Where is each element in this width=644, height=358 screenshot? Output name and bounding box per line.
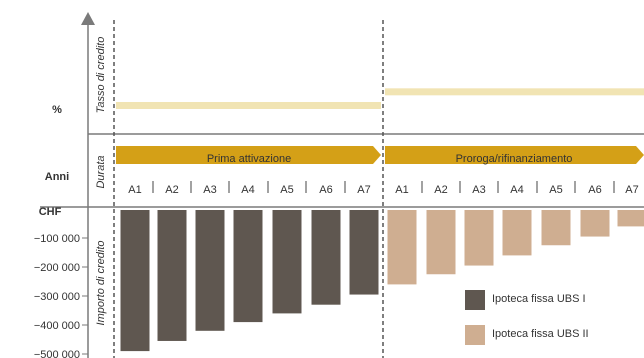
phase-label-second: Proroga/rifinanziamento bbox=[456, 153, 573, 165]
category-label: A2 bbox=[434, 184, 447, 196]
bar-series-2 bbox=[541, 210, 571, 246]
category-label: A4 bbox=[241, 184, 254, 196]
y-axis-arrow bbox=[81, 12, 95, 25]
category-label: A6 bbox=[319, 184, 332, 196]
category-label: A7 bbox=[625, 184, 638, 196]
bar-series-2 bbox=[426, 210, 456, 275]
y-tick-label: −400 000 bbox=[34, 320, 80, 332]
bar-series-2 bbox=[387, 210, 417, 285]
category-label: A2 bbox=[165, 184, 178, 196]
bar-series-1 bbox=[233, 210, 263, 323]
vertical-label-rate: Tasso di credito bbox=[95, 37, 107, 114]
category-label: A5 bbox=[280, 184, 293, 196]
bar-series-1 bbox=[272, 210, 302, 314]
bar-series-1 bbox=[120, 210, 150, 352]
y-tick-label: −200 000 bbox=[34, 262, 80, 274]
category-label: A3 bbox=[472, 184, 485, 196]
phase-label-first: Prima attivazione bbox=[207, 153, 291, 165]
row-label-amount: CHF bbox=[39, 206, 62, 218]
legend-swatch-series-1 bbox=[465, 290, 485, 310]
legend-label-series-2: Ipoteca fissa UBS II bbox=[492, 328, 589, 340]
category-label: A1 bbox=[128, 184, 141, 196]
bar-series-2 bbox=[617, 210, 644, 227]
category-label: A4 bbox=[510, 184, 523, 196]
row-label-rate: % bbox=[52, 104, 62, 116]
legend-label-series-1: Ipoteca fissa UBS I bbox=[492, 293, 586, 305]
row-label-years: Anni bbox=[45, 171, 69, 183]
legend-swatch-series-2 bbox=[465, 325, 485, 345]
category-label: A5 bbox=[549, 184, 562, 196]
y-tick-label: −500 000 bbox=[34, 349, 80, 358]
bar-series-2 bbox=[502, 210, 532, 256]
bar-series-2 bbox=[464, 210, 494, 266]
y-tick-label: −300 000 bbox=[34, 291, 80, 303]
vertical-label-duration: Durata bbox=[95, 155, 107, 188]
phase-arrow-first bbox=[116, 146, 381, 164]
rate-line-second-phase bbox=[385, 88, 644, 96]
category-label: A7 bbox=[357, 184, 370, 196]
rate-line-first-phase bbox=[116, 102, 381, 109]
vertical-label-amount: Importo di credito bbox=[95, 241, 107, 326]
category-label: A6 bbox=[588, 184, 601, 196]
bar-series-1 bbox=[195, 210, 225, 331]
bar-series-1 bbox=[349, 210, 379, 295]
category-label: A1 bbox=[395, 184, 408, 196]
bar-series-1 bbox=[157, 210, 187, 341]
phase-arrow-second bbox=[385, 146, 644, 164]
bar-series-2 bbox=[580, 210, 610, 237]
category-label: A3 bbox=[203, 184, 216, 196]
bar-series-1 bbox=[311, 210, 341, 305]
y-tick-label: −100 000 bbox=[34, 233, 80, 245]
